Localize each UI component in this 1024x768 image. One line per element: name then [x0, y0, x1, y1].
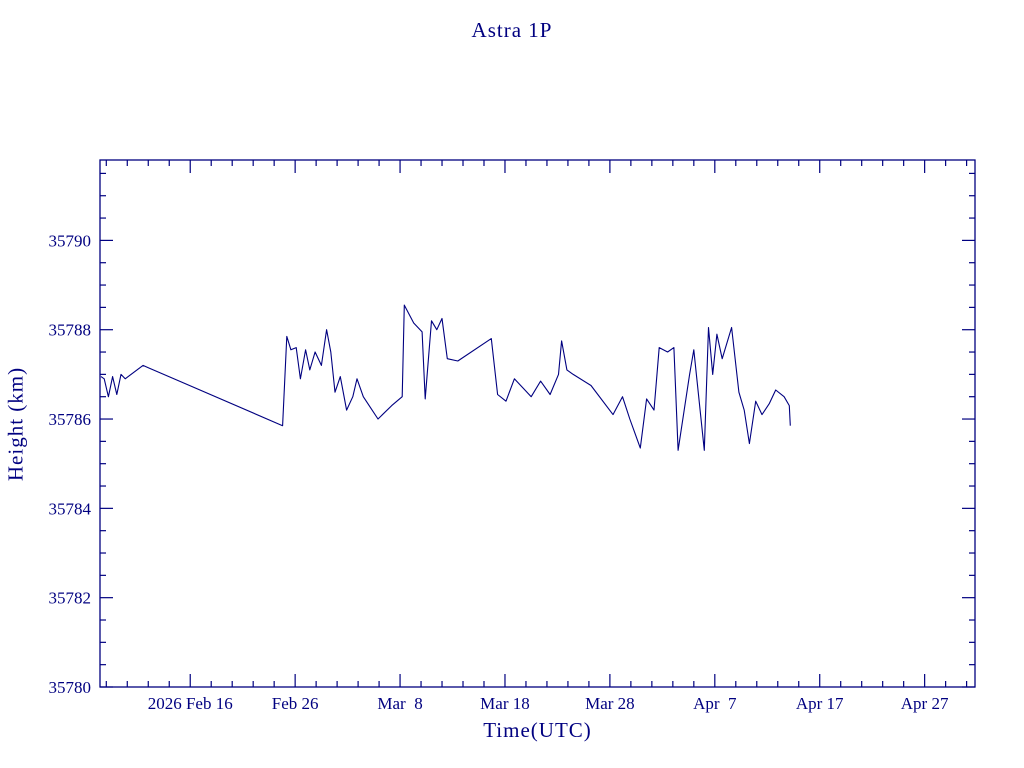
y-tick-label: 35780: [49, 678, 92, 697]
x-tick-label: Mar 8: [377, 694, 422, 713]
x-tick-label: Mar 18: [480, 694, 530, 713]
chart-title: Astra 1P: [471, 18, 553, 42]
x-axis-label: Time(UTC): [483, 718, 592, 742]
y-tick-label: 35782: [49, 589, 92, 608]
x-tick-label: Apr 17: [796, 694, 844, 713]
y-tick-label: 35788: [49, 321, 92, 340]
height-series-line: [100, 304, 791, 451]
y-tick-label: 35786: [49, 410, 92, 429]
x-tick-label: Feb 26: [272, 694, 319, 713]
y-tick-label: 35784: [49, 499, 92, 518]
x-tick-label: Apr 27: [901, 694, 949, 713]
y-tick-label: 35790: [49, 231, 92, 250]
plot-frame: [99, 159, 976, 688]
x-tick-label: Mar 28: [585, 694, 635, 713]
x-tick-label: Apr 7: [693, 694, 737, 713]
x-tick-label: 2026 Feb 16: [148, 694, 233, 713]
